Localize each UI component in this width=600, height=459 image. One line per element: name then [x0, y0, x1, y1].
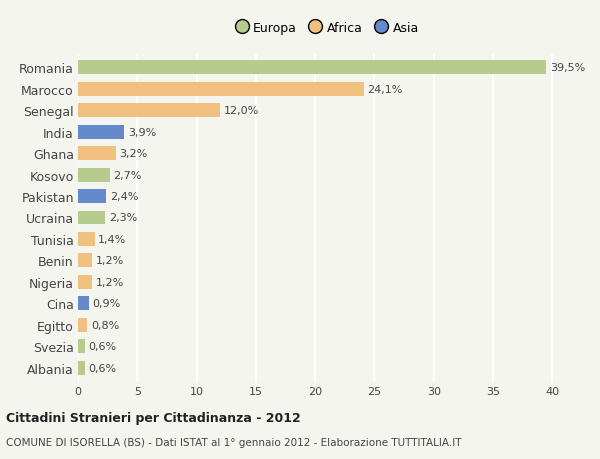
Bar — [78, 125, 124, 139]
Bar — [78, 254, 92, 268]
Legend: Europa, Africa, Asia: Europa, Africa, Asia — [235, 22, 419, 35]
Text: COMUNE DI ISORELLA (BS) - Dati ISTAT al 1° gennaio 2012 - Elaborazione TUTTITALI: COMUNE DI ISORELLA (BS) - Dati ISTAT al … — [6, 437, 461, 448]
Text: Cittadini Stranieri per Cittadinanza - 2012: Cittadini Stranieri per Cittadinanza - 2… — [6, 412, 301, 425]
Text: 1,2%: 1,2% — [96, 277, 124, 287]
Bar — [78, 233, 95, 246]
Bar — [78, 340, 85, 353]
Bar — [78, 361, 85, 375]
Bar — [78, 275, 92, 289]
Text: 0,6%: 0,6% — [89, 363, 117, 373]
Text: 2,4%: 2,4% — [110, 191, 139, 202]
Text: 1,2%: 1,2% — [96, 256, 124, 266]
Bar — [78, 104, 220, 118]
Text: 2,3%: 2,3% — [109, 213, 137, 223]
Text: 0,8%: 0,8% — [91, 320, 119, 330]
Bar — [78, 168, 110, 182]
Bar — [78, 297, 89, 311]
Text: 2,7%: 2,7% — [113, 170, 142, 180]
Text: 39,5%: 39,5% — [550, 63, 585, 73]
Text: 0,6%: 0,6% — [89, 341, 117, 352]
Bar — [78, 83, 364, 96]
Bar — [78, 61, 547, 75]
Text: 1,4%: 1,4% — [98, 235, 127, 245]
Text: 24,1%: 24,1% — [367, 84, 403, 95]
Text: 3,9%: 3,9% — [128, 127, 156, 137]
Bar — [78, 147, 116, 161]
Bar — [78, 318, 88, 332]
Bar — [78, 211, 105, 225]
Bar — [78, 190, 106, 203]
Text: 12,0%: 12,0% — [224, 106, 259, 116]
Text: 0,9%: 0,9% — [92, 299, 121, 309]
Text: 3,2%: 3,2% — [119, 149, 148, 159]
